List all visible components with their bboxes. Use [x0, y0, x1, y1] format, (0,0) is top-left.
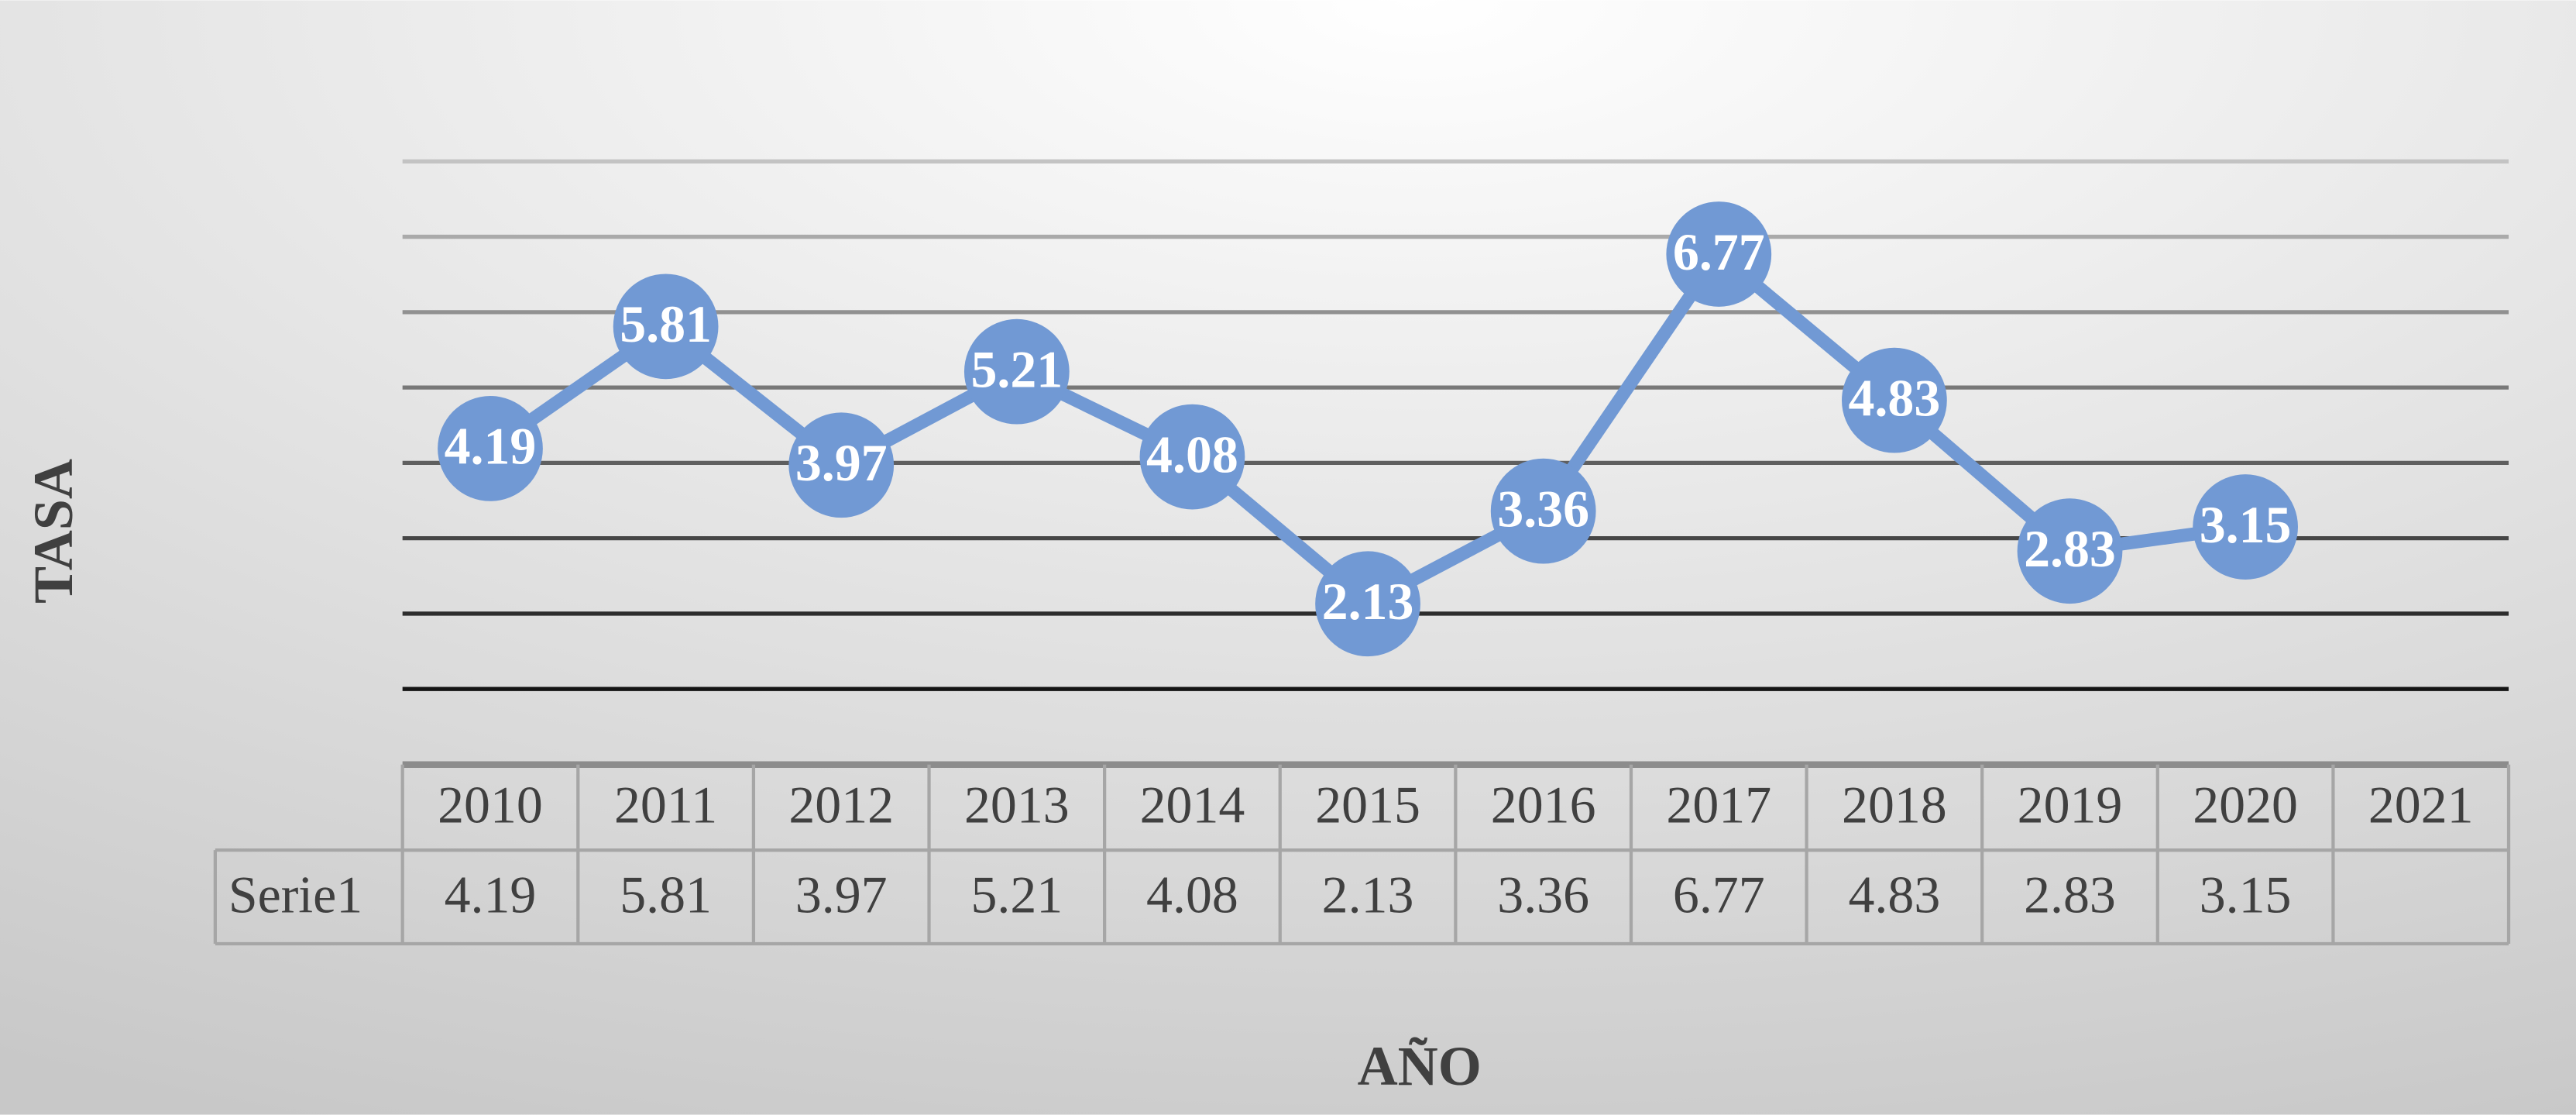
- marker: [963, 318, 1070, 425]
- x-tick-label: 2019: [2018, 776, 2123, 835]
- data-label: 4.19: [445, 418, 537, 476]
- table-value: 2.83: [2024, 866, 2116, 924]
- table-value: 3.15: [2200, 866, 2292, 924]
- data-label: 3.97: [795, 434, 888, 492]
- x-tick-label: 2016: [1491, 776, 1596, 835]
- x-tick-label: 2015: [1315, 776, 1420, 835]
- marker: [1490, 458, 1596, 564]
- table-value: 5.81: [620, 866, 712, 924]
- x-tick-label: 2012: [788, 776, 894, 835]
- x-tick-label: 2017: [1666, 776, 1771, 835]
- marker: [438, 396, 543, 501]
- data-label: 6.77: [1673, 223, 1765, 281]
- x-tick-label: 2011: [614, 776, 717, 835]
- x-tick-label: 2020: [2193, 776, 2298, 835]
- table-value: 5.21: [970, 866, 1063, 924]
- table-value: 6.77: [1673, 866, 1765, 924]
- marker: [613, 274, 719, 380]
- marker: [1139, 404, 1245, 510]
- marker: [2193, 474, 2298, 580]
- x-tick-label: 2013: [964, 776, 1070, 835]
- legend-label: Serie1: [228, 866, 362, 924]
- marker: [1842, 347, 1947, 453]
- marker: [788, 412, 895, 518]
- data-label: 4.08: [1146, 425, 1238, 484]
- table-value: 4.08: [1146, 866, 1238, 924]
- data-label: 2.13: [1322, 573, 1414, 631]
- x-tick-label: 2021: [2368, 776, 2474, 835]
- table-value: 3.36: [1497, 866, 1589, 924]
- marker: [1315, 551, 1420, 657]
- x-tick-label: 2018: [1842, 776, 1947, 835]
- y-axis-title: TASA: [22, 459, 84, 604]
- x-axis-title: AÑO: [1358, 1035, 1482, 1097]
- data-label: 3.36: [1497, 480, 1589, 538]
- marker: [2017, 498, 2123, 604]
- marker: [1666, 201, 1772, 307]
- data-label: 5.81: [620, 295, 712, 353]
- table-value: 4.83: [1849, 866, 1941, 924]
- data-label: 2.83: [2024, 520, 2116, 578]
- x-tick-label: 2010: [438, 776, 543, 835]
- table-value: 4.19: [445, 866, 537, 924]
- table-value: 2.13: [1322, 866, 1414, 924]
- data-label: 5.21: [970, 341, 1063, 399]
- x-tick-label: 2014: [1140, 776, 1245, 835]
- table-value: 3.97: [795, 866, 888, 924]
- data-label: 3.15: [2200, 496, 2292, 554]
- data-label: 4.83: [1849, 369, 1941, 427]
